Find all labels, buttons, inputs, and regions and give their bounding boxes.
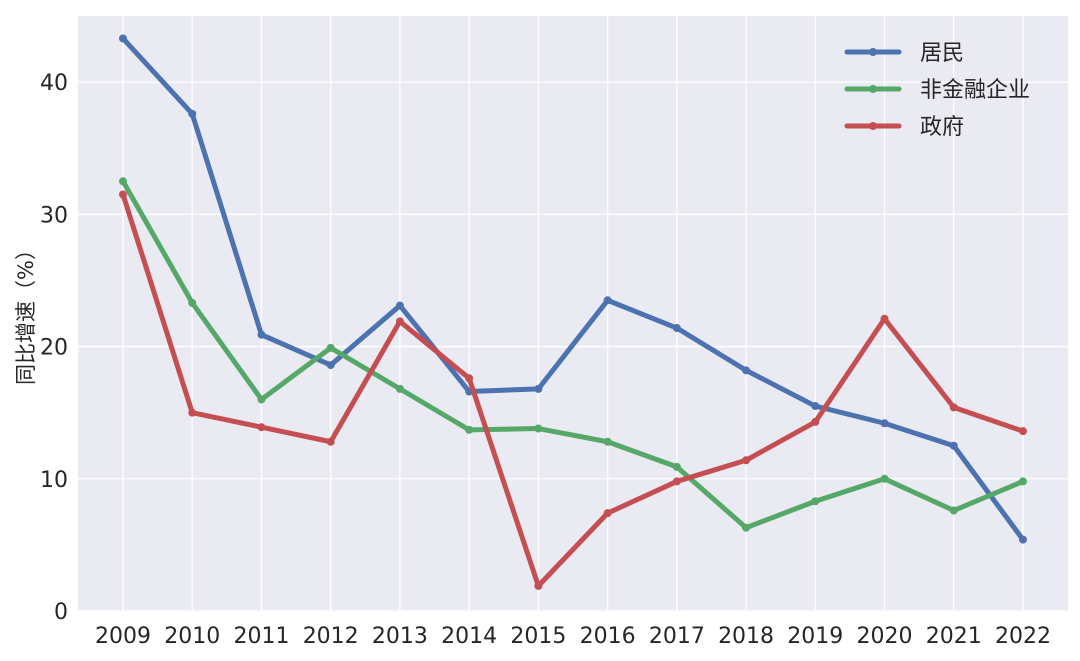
x-tick-label: 2022: [995, 624, 1051, 649]
y-tick-label: 0: [54, 600, 68, 625]
data-point: [672, 324, 681, 333]
legend-item: 政府: [844, 115, 964, 140]
legend-label: 政府: [920, 115, 964, 140]
series-3: [119, 190, 1027, 590]
legend-marker: [869, 48, 877, 56]
data-point: [1018, 477, 1027, 486]
data-point: [188, 298, 197, 307]
data-point: [188, 109, 197, 118]
data-point: [257, 330, 266, 339]
data-point: [119, 177, 127, 186]
data-point: [603, 437, 612, 446]
data-point: [465, 425, 474, 434]
x-tick-label: 2012: [303, 624, 359, 649]
series-line: [120, 192, 1026, 589]
x-tick-label: 2020: [857, 624, 913, 649]
legend-label: 非金融企业: [920, 78, 1030, 103]
data-point: [811, 497, 820, 506]
y-axis-ticks: 0 10 20 30 40: [40, 71, 68, 625]
data-point: [326, 343, 335, 352]
legend-marker: [869, 85, 877, 93]
data-point: [465, 374, 474, 383]
data-point: [395, 317, 404, 326]
data-point: [326, 361, 335, 370]
data-point: [603, 296, 612, 305]
data-point: [119, 34, 127, 43]
data-point: [880, 314, 889, 323]
x-tick-label: 2019: [787, 624, 843, 649]
data-point: [1018, 427, 1027, 436]
data-point: [880, 474, 889, 483]
data-point: [672, 477, 681, 486]
series-layer: [119, 34, 1027, 590]
data-point: [534, 424, 543, 433]
x-tick-label: 2021: [926, 624, 982, 649]
data-point: [880, 419, 889, 428]
x-axis-ticks: 2009 2010 2011 2012 2013 2014 2015 2016 2017 2018…: [95, 624, 1051, 649]
data-point: [257, 395, 266, 404]
series-1: [119, 34, 1027, 544]
y-tick-label: 20: [40, 336, 68, 361]
data-point: [257, 423, 266, 432]
legend-label: 居民: [920, 41, 964, 66]
data-point: [742, 456, 751, 465]
x-tick-label: 2011: [233, 624, 289, 649]
legend-marker: [869, 122, 877, 130]
data-point: [395, 301, 404, 310]
data-point: [326, 437, 335, 446]
data-point: [119, 190, 127, 199]
data-point: [742, 366, 751, 375]
x-tick-label: 2017: [649, 624, 705, 649]
data-point: [534, 581, 543, 590]
x-tick-label: 2015: [510, 624, 566, 649]
x-tick-label: 2016: [580, 624, 636, 649]
y-tick-label: 40: [40, 71, 68, 96]
y-tick-label: 10: [40, 468, 68, 493]
x-tick-label: 2013: [372, 624, 428, 649]
x-tick-label: 2014: [441, 624, 497, 649]
data-point: [1018, 535, 1027, 544]
y-axis-title: 同比增速（%）: [14, 239, 38, 385]
x-tick-label: 2009: [95, 624, 151, 649]
data-point: [811, 417, 820, 426]
data-point: [949, 506, 958, 515]
series-2: [119, 177, 1027, 532]
series-line: [120, 35, 1026, 543]
data-point: [672, 462, 681, 471]
series-line: [120, 178, 1026, 531]
data-point: [949, 441, 958, 450]
data-point: [395, 384, 404, 393]
data-point: [188, 408, 197, 417]
y-tick-label: 30: [40, 203, 68, 228]
data-point: [742, 523, 751, 532]
x-tick-label: 2010: [164, 624, 220, 649]
data-point: [811, 402, 820, 411]
x-tick-label: 2018: [718, 624, 774, 649]
legend-item: 居民: [844, 41, 964, 66]
data-point: [949, 403, 958, 412]
plot-area: [78, 16, 1068, 611]
data-point: [534, 384, 543, 393]
legend-item: 非金融企业: [844, 78, 1030, 103]
data-point: [603, 509, 612, 518]
